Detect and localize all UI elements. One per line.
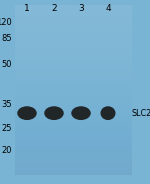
Ellipse shape (17, 106, 37, 120)
Ellipse shape (44, 106, 64, 120)
Text: 35: 35 (1, 100, 12, 109)
Text: 1: 1 (24, 4, 30, 13)
Ellipse shape (100, 106, 116, 120)
Text: 50: 50 (2, 60, 12, 69)
Text: 25: 25 (2, 124, 12, 133)
Text: 20: 20 (2, 146, 12, 155)
Text: 3: 3 (78, 4, 84, 13)
Text: 4: 4 (105, 4, 111, 13)
Text: 120: 120 (0, 18, 12, 26)
Text: 2: 2 (51, 4, 57, 13)
Text: SLC25A6: SLC25A6 (132, 109, 150, 118)
Text: 85: 85 (1, 34, 12, 43)
Ellipse shape (71, 106, 91, 120)
